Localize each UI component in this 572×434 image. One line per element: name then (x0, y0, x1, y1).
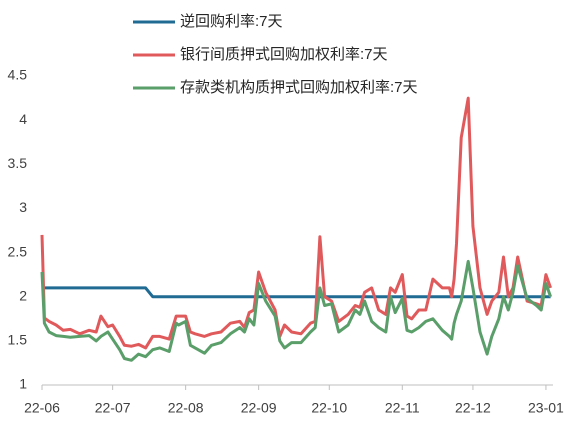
y-tick-label: 2.5 (8, 243, 28, 259)
x-tick-label: 22-08 (168, 400, 204, 416)
y-tick-label: 1.5 (8, 332, 28, 348)
x-tick-label: 22-09 (241, 400, 277, 416)
x-tick-label: 22-06 (24, 400, 60, 416)
y-tick-label: 1 (19, 376, 27, 392)
y-tick-label: 3.5 (8, 155, 28, 171)
y-tick-label: 2 (19, 287, 27, 303)
legend-label: 银行间质押式回购加权利率:7天 (180, 46, 388, 63)
y-tick-label: 4.5 (8, 67, 28, 83)
y-tick-label: 3 (19, 199, 27, 215)
series-line (42, 286, 551, 299)
x-tick-label: 22-10 (311, 400, 347, 416)
legend-label: 存款类机构质押式回购加权利率:7天 (180, 79, 418, 96)
x-tick-label: 22-12 (455, 400, 491, 416)
series-line (40, 259, 553, 362)
y-tick-label: 4 (19, 111, 27, 127)
x-tick-label: 22-07 (95, 400, 131, 416)
x-tick-label: 22-11 (385, 400, 420, 416)
x-tick-label: 23-01 (528, 400, 564, 416)
series-line (40, 96, 553, 350)
legend-label: 逆回购利率:7天 (180, 13, 283, 30)
